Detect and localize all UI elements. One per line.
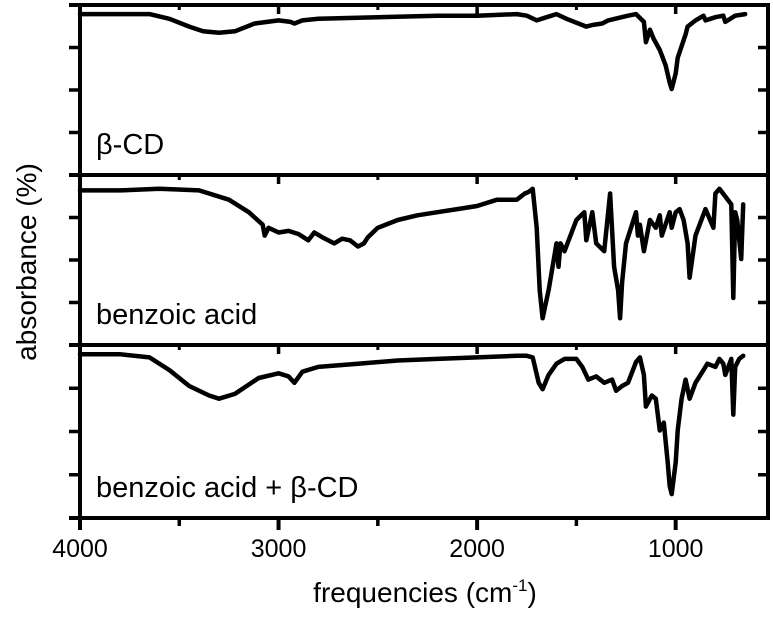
- spectrum-line-benzoic-acid: [77, 186, 746, 321]
- y-axis-title: absorbance (%): [11, 163, 42, 361]
- panel-beta-CD: β-CD: [69, 5, 768, 161]
- x-tick-label: 3000: [251, 535, 307, 563]
- panel-label-beta-CD: β-CD: [96, 129, 164, 161]
- x-tick-label: 1000: [648, 535, 704, 563]
- x-tick-label: 2000: [449, 535, 505, 563]
- panel-benzoic-acid-plus-beta-cd: benzoic acid + β-CD: [69, 345, 768, 504]
- spectrum-line-beta-CD: [77, 11, 748, 92]
- panel-benzoic-acid: benzoic acid: [69, 175, 768, 331]
- spectrum-line-benzoic-acid-plus-beta-cd: [77, 351, 746, 497]
- x-tick-label: 4000: [52, 535, 108, 563]
- axes-frame: [69, 3, 770, 520]
- panel-label-benzoic-acid-plus-beta-cd: benzoic acid + β-CD: [96, 472, 359, 504]
- panels-layer: β-CD benzoic acid benzoic acid + β-CD: [69, 5, 768, 504]
- panel-label-benzoic-acid: benzoic acid: [96, 299, 257, 331]
- x-axis-title: frequencies (cm-1): [313, 576, 537, 608]
- x-axis: 4000 3000 2000 1000: [52, 518, 703, 563]
- plot-frame: [78, 3, 770, 520]
